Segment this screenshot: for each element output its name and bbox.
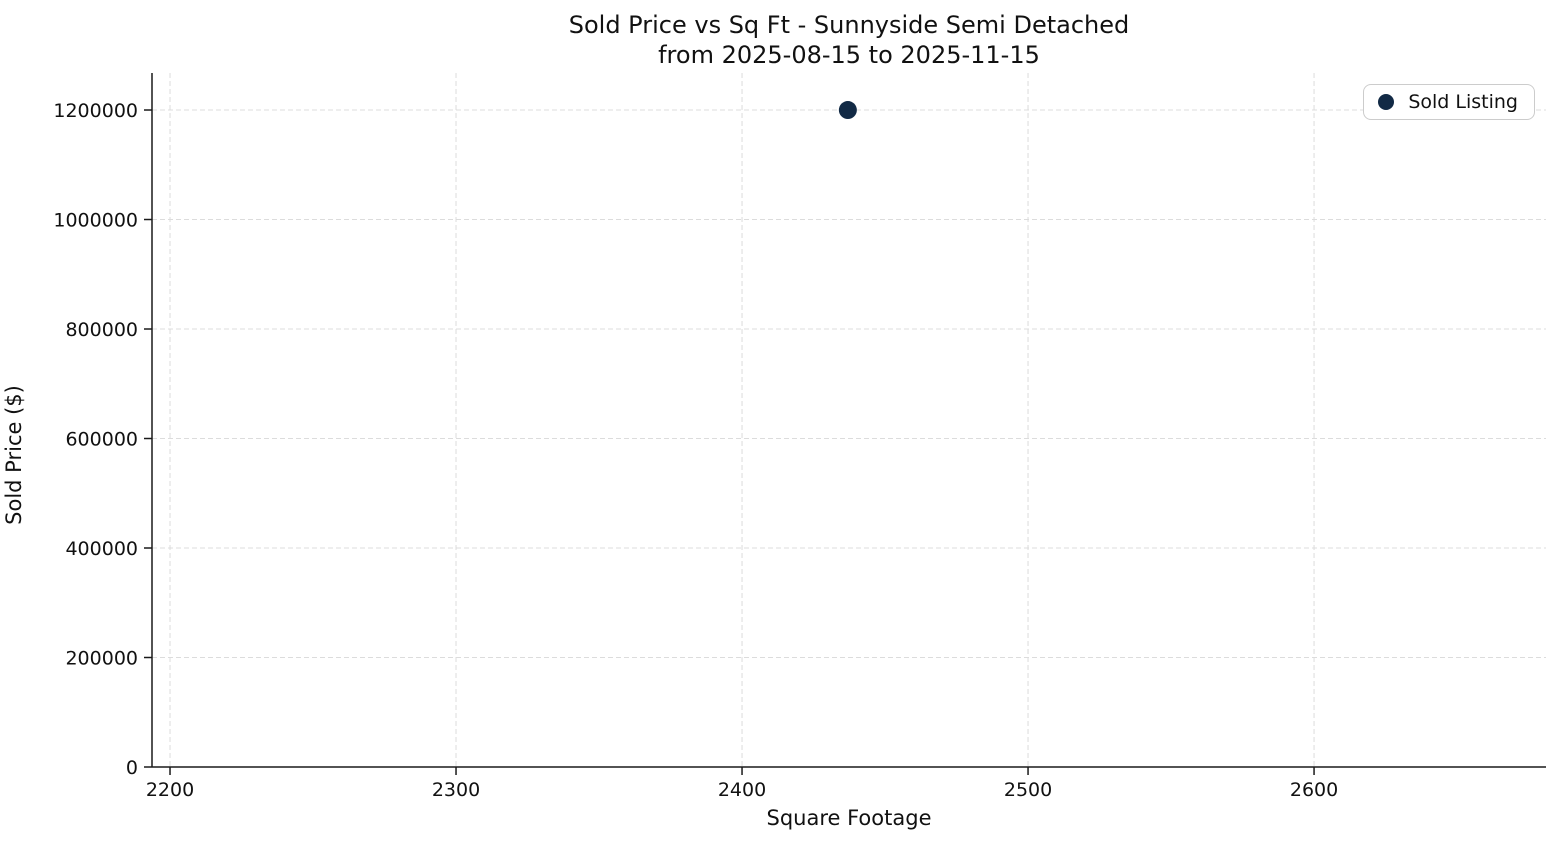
- y-tick-label: 1000000: [53, 210, 138, 232]
- y-tick-label: 200000: [65, 648, 138, 670]
- sold-listing-marker-icon: [1378, 94, 1395, 110]
- y-tick-label: 0: [126, 757, 138, 779]
- x-tick-label: 2300: [432, 779, 480, 801]
- x-tick-label: 2400: [718, 779, 766, 801]
- y-tick-label: 800000: [65, 319, 138, 341]
- chart-subtitle: from 2025-08-15 to 2025-11-15: [658, 41, 1040, 69]
- x-tick-label: 2500: [1004, 779, 1052, 801]
- x-tick-label: 2200: [146, 779, 194, 801]
- legend-label: Sold Listing: [1408, 91, 1518, 113]
- y-tick-label: 600000: [65, 429, 138, 451]
- x-tick-label: 2600: [1290, 779, 1338, 801]
- chart-title: Sold Price vs Sq Ft - Sunnyside Semi Det…: [568, 11, 1130, 39]
- y-tick-label: 400000: [65, 538, 138, 560]
- y-tick-label: 1200000: [53, 100, 138, 122]
- y-axis-label: Sold Price ($): [2, 385, 26, 525]
- x-axis-label: Square Footage: [766, 806, 932, 830]
- data-point: [838, 101, 857, 120]
- chart-title-block: Sold Price vs Sq Ft - Sunnyside Semi Det…: [152, 10, 1546, 70]
- legend: Sold Listing: [1363, 84, 1535, 120]
